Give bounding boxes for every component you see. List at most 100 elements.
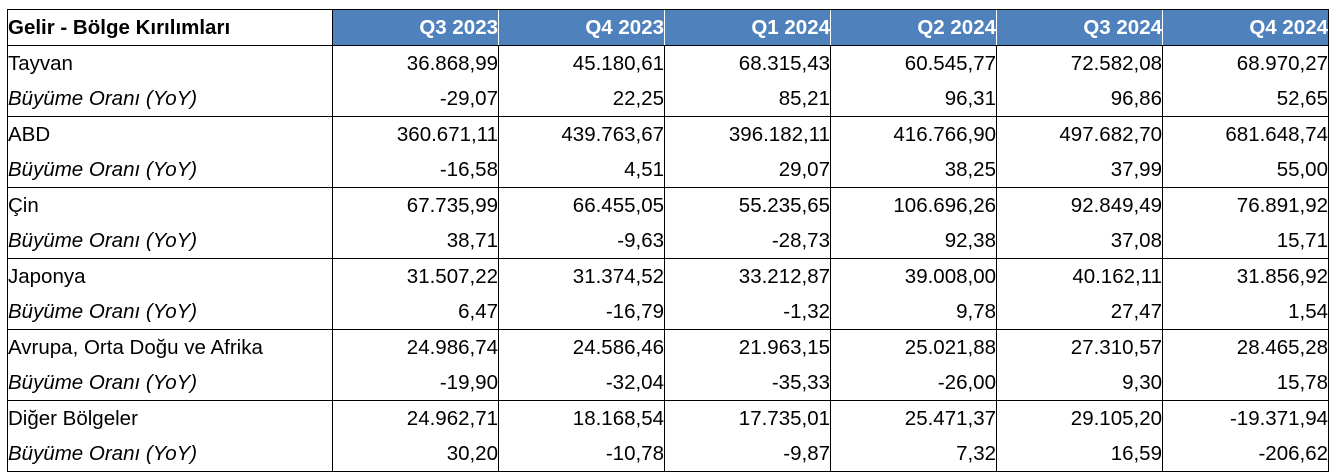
growth-cell: 52,65 [1162, 81, 1329, 117]
growth-cell: -16,79 [498, 294, 665, 330]
column-header: Q3 2023 [332, 9, 499, 46]
revenue-cell: 497.682,70 [996, 116, 1163, 152]
region-label: Avrupa, Orta Doğu ve Afrika [7, 329, 333, 365]
growth-cell: 37,08 [996, 223, 1163, 259]
revenue-cell: 66.455,05 [498, 187, 665, 223]
revenue-cell: 76.891,92 [1162, 187, 1329, 223]
growth-cell: -32,04 [498, 365, 665, 401]
growth-label: Büyüme Oranı (YoY) [7, 81, 333, 117]
growth-cell: 22,25 [498, 81, 665, 117]
growth-cell: 85,21 [664, 81, 831, 117]
growth-cell: 27,47 [996, 294, 1163, 330]
revenue-cell: 106.696,26 [830, 187, 997, 223]
revenue-cell: 45.180,61 [498, 45, 665, 81]
revenue-cell: 72.582,08 [996, 45, 1163, 81]
revenue-cell: 25.021,88 [830, 329, 997, 365]
growth-cell: -28,73 [664, 223, 831, 259]
revenue-cell: 92.849,49 [996, 187, 1163, 223]
revenue-cell: 439.763,67 [498, 116, 665, 152]
revenue-cell: 17.735,01 [664, 400, 831, 436]
growth-label: Büyüme Oranı (YoY) [7, 223, 333, 259]
growth-cell: -9,63 [498, 223, 665, 259]
table-title: Gelir - Bölge Kırılımları [7, 9, 333, 46]
growth-row: Büyüme Oranı (YoY) -29,07 22,25 85,21 96,31 9… [7, 81, 1329, 117]
growth-cell: 6,47 [332, 294, 499, 330]
growth-cell: 38,25 [830, 152, 997, 188]
growth-label: Büyüme Oranı (YoY) [7, 436, 333, 472]
region-row: Japonya 31.507,22 31.374,52 33.212,87 39.008… [7, 258, 1329, 294]
growth-cell: 7,32 [830, 436, 997, 472]
revenue-cell: 21.963,15 [664, 329, 831, 365]
revenue-cell: 68.315,43 [664, 45, 831, 81]
growth-row: Büyüme Oranı (YoY) -16,58 4,51 29,07 38,25 37… [7, 152, 1329, 188]
growth-cell: 15,78 [1162, 365, 1329, 401]
column-header: Q1 2024 [664, 9, 831, 46]
revenue-cell: 29.105,20 [996, 400, 1163, 436]
region-label: ABD [7, 116, 333, 152]
revenue-cell: -19.371,94 [1162, 400, 1329, 436]
revenue-cell: 360.671,11 [332, 116, 499, 152]
growth-label: Büyüme Oranı (YoY) [7, 152, 333, 188]
growth-cell: -26,00 [830, 365, 997, 401]
column-header: Q4 2023 [498, 9, 665, 46]
header-row: Gelir - Bölge Kırılımları Q3 2023 Q4 202… [7, 9, 1329, 46]
growth-cell: 92,38 [830, 223, 997, 259]
growth-row: Büyüme Oranı (YoY) 30,20 -10,78 -9,87 7,32 16… [7, 436, 1329, 472]
revenue-cell: 24.586,46 [498, 329, 665, 365]
growth-cell: 55,00 [1162, 152, 1329, 188]
revenue-cell: 33.212,87 [664, 258, 831, 294]
region-row: Diğer Bölgeler 24.962,71 18.168,54 17.735,0… [7, 400, 1329, 436]
revenue-cell: 31.856,92 [1162, 258, 1329, 294]
growth-cell: -29,07 [332, 81, 499, 117]
revenue-cell: 39.008,00 [830, 258, 997, 294]
revenue-cell: 36.868,99 [332, 45, 499, 81]
growth-cell: 96,31 [830, 81, 997, 117]
growth-cell: -35,33 [664, 365, 831, 401]
revenue-cell: 24.986,74 [332, 329, 499, 365]
growth-cell: -10,78 [498, 436, 665, 472]
region-label: Diğer Bölgeler [7, 400, 333, 436]
growth-label: Büyüme Oranı (YoY) [7, 365, 333, 401]
growth-cell: 4,51 [498, 152, 665, 188]
revenue-cell: 31.507,22 [332, 258, 499, 294]
growth-cell: 9,30 [996, 365, 1163, 401]
column-header: Q4 2024 [1162, 9, 1329, 46]
revenue-cell: 55.235,65 [664, 187, 831, 223]
growth-cell: -206,62 [1162, 436, 1329, 472]
revenue-cell: 24.962,71 [332, 400, 499, 436]
revenue-cell: 31.374,52 [498, 258, 665, 294]
growth-cell: 9,78 [830, 294, 997, 330]
growth-row: Büyüme Oranı (YoY) -19,90 -32,04 -35,33 -26,… [7, 365, 1329, 401]
region-row: Çin 67.735,99 66.455,05 55.235,65 106.696,26… [7, 187, 1329, 223]
growth-row: Büyüme Oranı (YoY) 6,47 -16,79 -1,32 9,78 27,… [7, 294, 1329, 330]
revenue-cell: 25.471,37 [830, 400, 997, 436]
revenue-by-region-table: Gelir - Bölge Kırılımları Q3 2023 Q4 202… [7, 9, 1329, 472]
revenue-cell: 67.735,99 [332, 187, 499, 223]
region-label: Çin [7, 187, 333, 223]
growth-cell: -1,32 [664, 294, 831, 330]
revenue-cell: 416.766,90 [830, 116, 997, 152]
region-row: Avrupa, Orta Doğu ve Afrika 24.986,74 24.5… [7, 329, 1329, 365]
growth-cell: -19,90 [332, 365, 499, 401]
growth-cell: 29,07 [664, 152, 831, 188]
region-label: Tayvan [7, 45, 333, 81]
growth-cell: 37,99 [996, 152, 1163, 188]
growth-cell: -9,87 [664, 436, 831, 472]
column-header: Q2 2024 [830, 9, 997, 46]
revenue-cell: 40.162,11 [996, 258, 1163, 294]
revenue-cell: 396.182,11 [664, 116, 831, 152]
revenue-cell: 60.545,77 [830, 45, 997, 81]
region-row: ABD 360.671,11 439.763,67 396.182,11 416.766… [7, 116, 1329, 152]
growth-row: Büyüme Oranı (YoY) 38,71 -9,63 -28,73 92,38 3… [7, 223, 1329, 259]
growth-cell: 30,20 [332, 436, 499, 472]
revenue-cell: 68.970,27 [1162, 45, 1329, 81]
growth-cell: 16,59 [996, 436, 1163, 472]
column-header: Q3 2024 [996, 9, 1163, 46]
revenue-cell: 27.310,57 [996, 329, 1163, 365]
growth-cell: 1,54 [1162, 294, 1329, 330]
growth-cell: 38,71 [332, 223, 499, 259]
growth-cell: 96,86 [996, 81, 1163, 117]
region-label: Japonya [7, 258, 333, 294]
revenue-cell: 18.168,54 [498, 400, 665, 436]
growth-cell: -16,58 [332, 152, 499, 188]
